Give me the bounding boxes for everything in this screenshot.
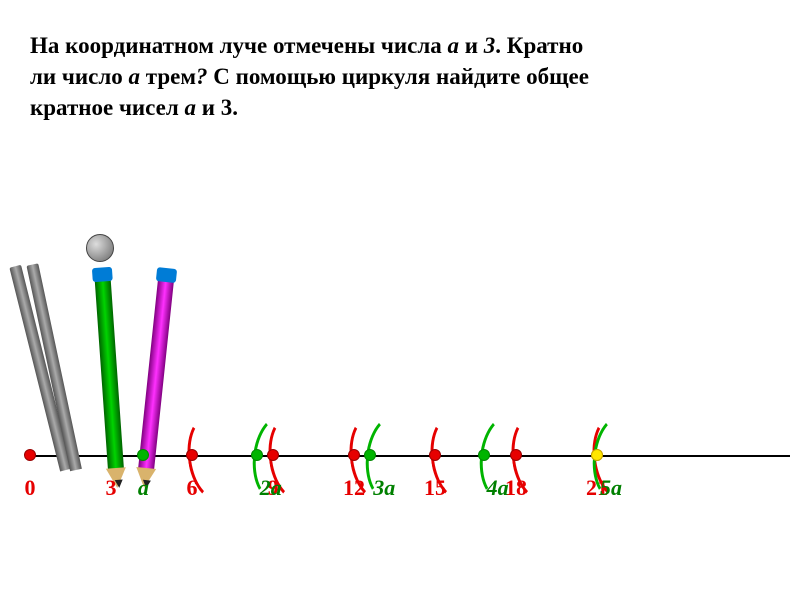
number-line-diagram: 036912151821а2а3а4а5а (0, 180, 800, 560)
multiple-of-a-label: 4а (487, 475, 509, 501)
pencil-magenta (138, 275, 174, 471)
pencil-cap (156, 267, 177, 283)
num-3: 3 (484, 33, 496, 58)
txt: и (459, 33, 484, 58)
txt: и 3. (196, 95, 238, 120)
var-a: а (448, 33, 460, 58)
multiple-of-3-dot (186, 449, 198, 461)
pencil-cap (92, 267, 113, 282)
txt: С помощью циркуля найдите общее (208, 64, 589, 89)
multiple-of-a-dot (478, 449, 490, 461)
pencil-green (94, 275, 124, 471)
compass-hinge (86, 234, 114, 262)
multiple-of-3-label: 6 (187, 475, 198, 501)
multiple-of-3-label: 12 (343, 475, 365, 501)
txt: кратное чисел (30, 95, 185, 120)
txt: . Кратно (495, 33, 583, 58)
multiple-of-3-label: 15 (424, 475, 446, 501)
multiple-of-3-dot (348, 449, 360, 461)
var-a: а (185, 95, 197, 120)
multiple-of-3-dot (24, 449, 36, 461)
multiple-of-a-label: 5а (600, 475, 622, 501)
common-multiple-dot (591, 449, 603, 461)
multiple-of-3-dot (429, 449, 441, 461)
qmark: ? (196, 64, 208, 89)
compass-pencils (30, 240, 190, 470)
txt: На координатном луче отмечены числа (30, 33, 448, 58)
var-a: а (129, 64, 141, 89)
multiple-of-a-label: 3а (373, 475, 395, 501)
multiple-of-3-label: 0 (25, 475, 36, 501)
multiple-of-a-dot (137, 449, 149, 461)
txt: ли число (30, 64, 129, 89)
multiple-of-3-label: 3 (106, 475, 117, 501)
multiple-of-a-label: 2а (260, 475, 282, 501)
multiple-of-a-dot (251, 449, 263, 461)
problem-statement: На координатном луче отмечены числа а и … (30, 30, 770, 123)
txt: трем (140, 64, 196, 89)
multiple-of-a-label: а (138, 475, 149, 501)
multiple-of-a-dot (364, 449, 376, 461)
